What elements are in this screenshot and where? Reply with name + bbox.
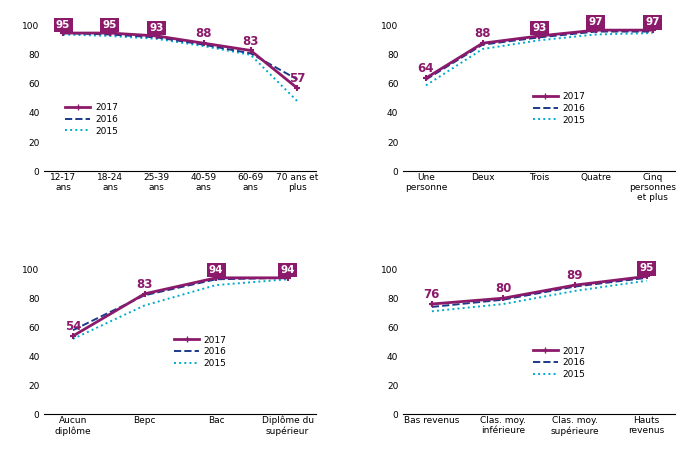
Text: 88: 88 — [196, 27, 212, 41]
Text: 80: 80 — [495, 282, 512, 295]
Legend: 2017, 2016, 2015: 2017, 2016, 2015 — [530, 344, 588, 382]
Text: 93: 93 — [532, 23, 546, 33]
Text: 89: 89 — [567, 269, 583, 282]
Text: 54: 54 — [65, 320, 81, 333]
Text: 97: 97 — [589, 17, 603, 27]
Text: 57: 57 — [289, 73, 306, 85]
Text: 64: 64 — [417, 62, 434, 75]
Text: 95: 95 — [639, 263, 654, 274]
Text: 76: 76 — [424, 288, 440, 301]
Text: 88: 88 — [474, 27, 491, 41]
Text: 83: 83 — [242, 34, 258, 48]
Text: 95: 95 — [103, 20, 117, 30]
Text: 95: 95 — [56, 20, 70, 30]
Text: 93: 93 — [149, 23, 164, 33]
Legend: 2017, 2016, 2015: 2017, 2016, 2015 — [171, 333, 229, 371]
Text: 94: 94 — [209, 265, 223, 275]
Text: 94: 94 — [280, 265, 295, 275]
Legend: 2017, 2016, 2015: 2017, 2016, 2015 — [63, 100, 121, 138]
Legend: 2017, 2016, 2015: 2017, 2016, 2015 — [530, 89, 588, 127]
Text: 83: 83 — [136, 278, 153, 291]
Text: 97: 97 — [645, 17, 659, 27]
